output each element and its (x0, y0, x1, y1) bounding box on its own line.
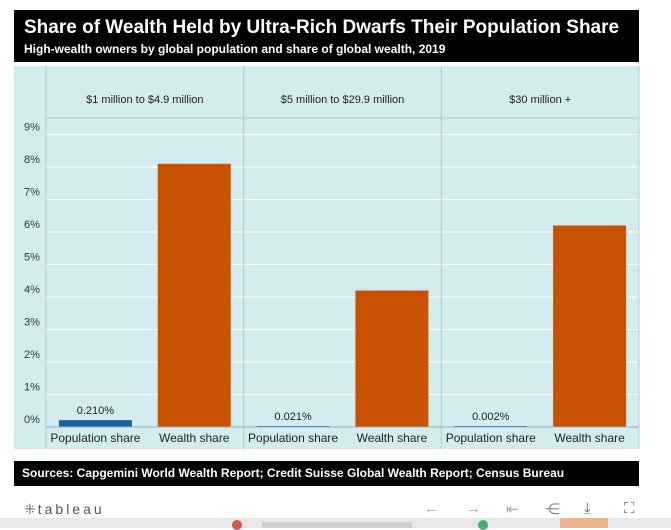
x-category-label: Population share (50, 431, 140, 445)
undo-icon[interactable]: ← (424, 500, 439, 517)
y-tick-label: 1% (24, 382, 40, 394)
y-tick-label: 3% (24, 317, 40, 329)
x-category-label: Wealth share (357, 431, 428, 445)
fullscreen-icon[interactable]: ⛶ (624, 500, 635, 517)
x-category-label: Population share (248, 431, 338, 445)
y-tick-label: 4% (24, 284, 40, 296)
y-tick-label: 2% (24, 349, 40, 361)
panel-header-label: $30 million + (509, 94, 571, 106)
data-label: 0.021% (274, 411, 312, 423)
plot-background (14, 66, 639, 449)
population-share-bar (58, 420, 132, 427)
taskbar-item[interactable] (262, 522, 412, 528)
y-tick-label: 0% (24, 414, 40, 426)
sources-text: Sources: Capgemini World Wealth Report; … (22, 466, 565, 480)
y-tick-label: 7% (24, 187, 40, 199)
sources-footer: Sources: Capgemini World Wealth Report; … (14, 461, 639, 486)
wealth-share-bar (553, 225, 627, 427)
taskbar-app-icon[interactable] (232, 520, 242, 530)
panel-header-label: $1 million to $4.9 million (86, 94, 203, 106)
chart-header: Share of Wealth Held by Ultra-Rich Dwarf… (14, 10, 639, 62)
y-tick-label: 9% (24, 122, 40, 134)
y-tick-label: 5% (24, 252, 40, 264)
data-label: 0.210% (77, 405, 115, 417)
chart-title: Share of Wealth Held by Ultra-Rich Dwarf… (24, 17, 620, 38)
redo-icon[interactable]: → (466, 500, 481, 517)
tableau-mark-icon: ⁜ (24, 501, 36, 517)
x-category-label: Wealth share (554, 431, 625, 445)
chart-subtitle: High-wealth owners by global population … (24, 42, 446, 56)
wealth-share-bar (157, 163, 231, 427)
taskbar-item-active[interactable] (560, 518, 608, 528)
x-category-label: Wealth share (159, 431, 230, 445)
y-tick-label: 8% (24, 154, 40, 166)
taskbar-app-icon[interactable] (478, 520, 488, 530)
revert-icon[interactable]: ⇤ (506, 501, 519, 518)
data-label: 0.002% (472, 411, 510, 423)
bar-chart: 0% 1% 2% 3% 4% 5% 6% 7% 8% 9% $1 million to $4.9 m… (24, 66, 640, 449)
download-icon[interactable]: ⤓ (584, 500, 591, 517)
wealth-share-bar (355, 290, 429, 427)
share-icon[interactable]: ⋲ (545, 501, 560, 518)
panel-header-label: $5 million to $29.9 million (281, 94, 405, 106)
tableau-logo[interactable]: ⁜ tableau (24, 501, 105, 517)
taskbar-strip (0, 518, 671, 530)
y-tick-label: 6% (24, 219, 40, 231)
x-category-label: Population share (446, 431, 536, 445)
